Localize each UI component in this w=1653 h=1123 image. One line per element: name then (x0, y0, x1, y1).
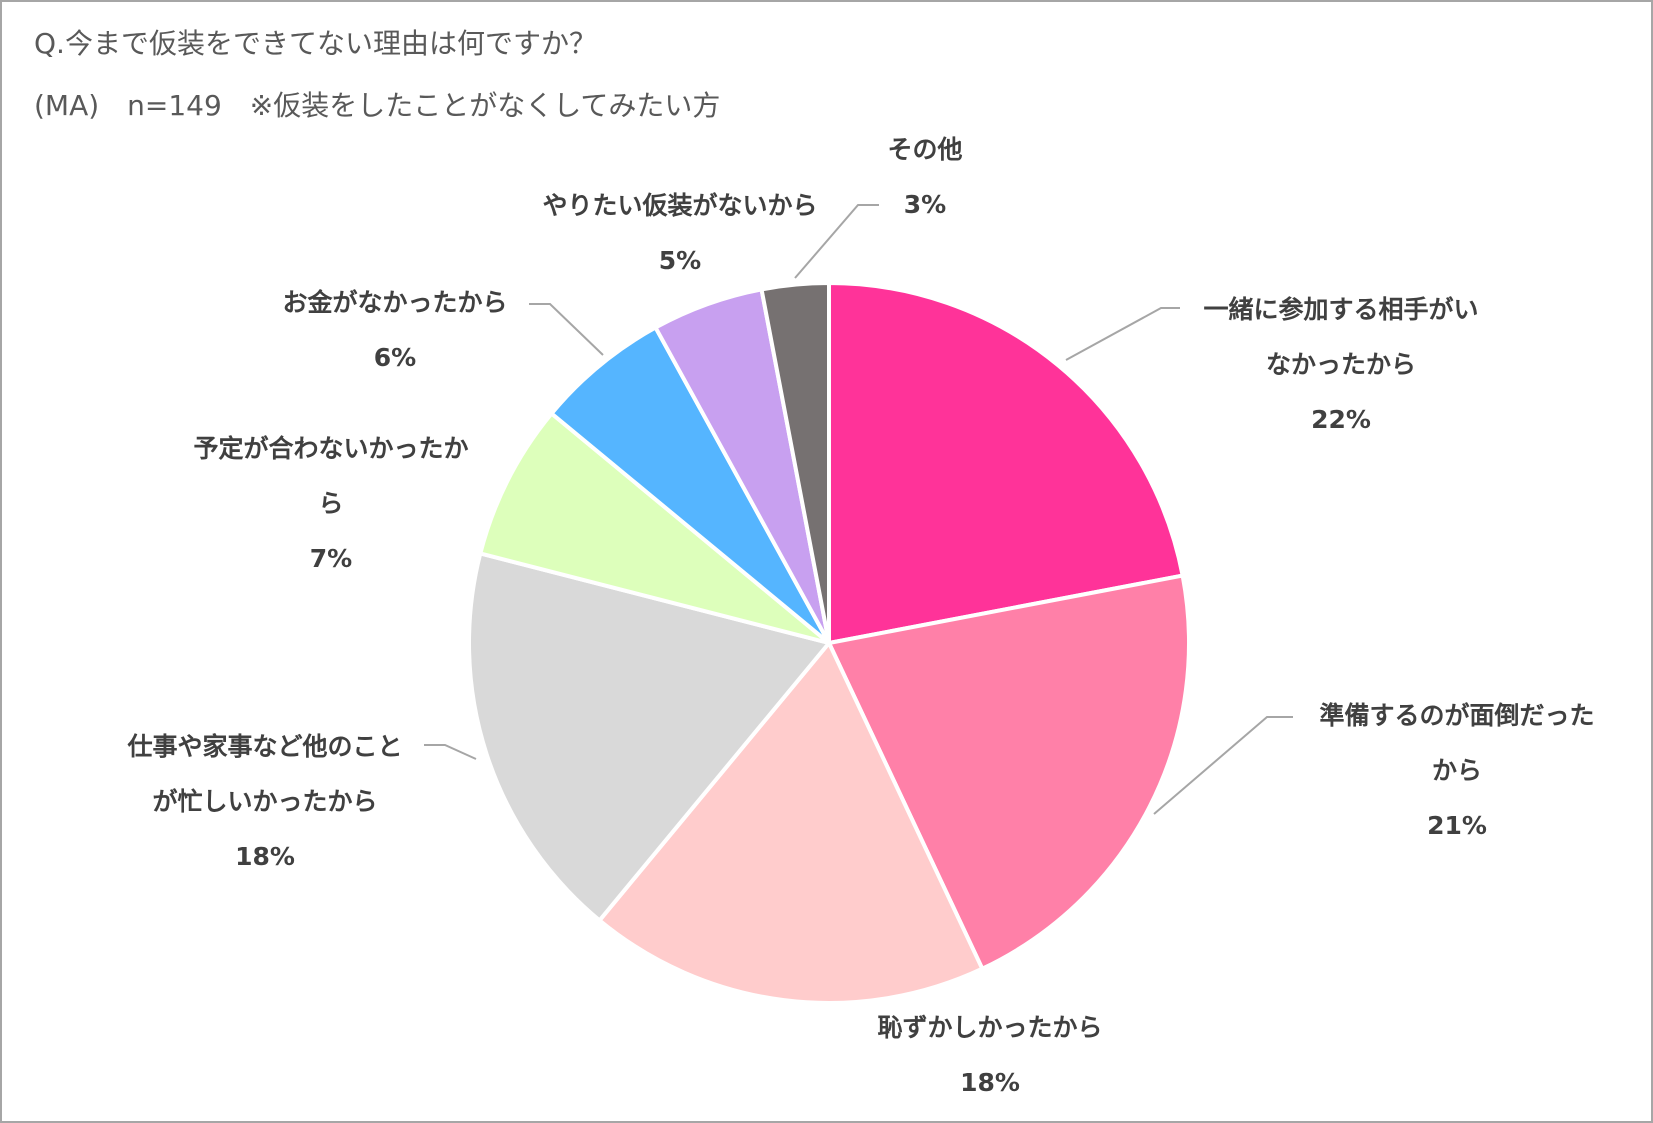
leader-lines (424, 204, 1293, 815)
slice (759, 280, 831, 644)
slice (548, 324, 831, 645)
category: 仕事や家事など他のことが忙しいかったから (127, 732, 403, 816)
category: その他 (887, 135, 963, 164)
percent: 3% (903, 190, 947, 219)
slice-label: 一緒に参加する相手がいなかったから 22% (1204, 282, 1479, 447)
percent: 18% (235, 842, 295, 871)
leader-line (424, 744, 477, 760)
category: 一緒に参加する相手がいなかったから (1203, 295, 1479, 379)
category: 予定が合わないかったから (193, 434, 469, 518)
percent: 5% (658, 246, 702, 275)
slice (596, 639, 985, 1005)
percent: 7% (309, 544, 353, 573)
chart-title: Q.今まで仮装をできてない理由は何ですか？ (34, 27, 597, 60)
slice-label: やりたい仮装がないから 5% (543, 178, 818, 288)
slice-label: その他 3% (788, 122, 1063, 232)
category: 準備するのが面倒だったから (1319, 701, 1595, 785)
slice-label: 恥ずかしかったから 18% (853, 1000, 1128, 1110)
slice-label: 予定が合わないかったから 7% (194, 421, 469, 586)
slice (827, 280, 1185, 646)
category: 恥ずかしかったから (877, 1013, 1103, 1042)
category: やりたい仮装がないから (542, 191, 818, 220)
slice (826, 573, 1191, 972)
leader-line (794, 204, 879, 279)
slice-label: 準備するのが面倒だったから 21% (1320, 688, 1595, 853)
category: お金がなかったから (282, 288, 508, 317)
percent: 6% (373, 343, 417, 372)
slice (477, 410, 831, 645)
leader-line (1065, 307, 1180, 361)
chart-subtitle: (MA) n=149 ※仮装をしたことがなくしてみたい方 (34, 89, 721, 122)
leader-line (1153, 716, 1293, 815)
slice (467, 551, 833, 924)
percent: 21% (1427, 811, 1487, 840)
slice-label: お金がなかったから 6% (258, 275, 533, 385)
percent: 18% (960, 1068, 1020, 1097)
slice-label: 仕事や家事など他のことが忙しいかったから 18% (128, 719, 403, 884)
leader-line (529, 303, 604, 356)
percent: 22% (1311, 405, 1371, 434)
